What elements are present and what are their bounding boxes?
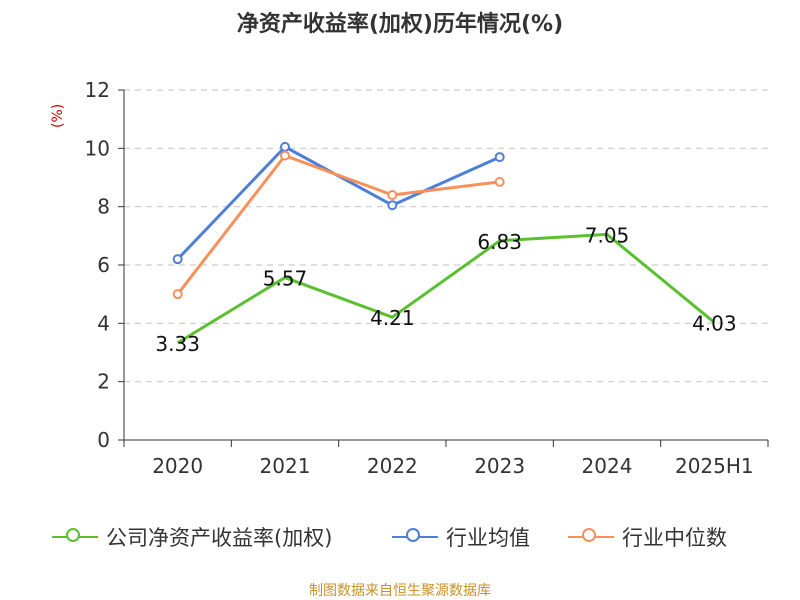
x-tick-label: 2022	[367, 454, 418, 478]
x-tick-label: 2021	[260, 454, 311, 478]
x-tick-label: 2025H1	[675, 454, 754, 478]
legend-item-industry-mean[interactable]: 行业均值	[392, 520, 530, 554]
y-tick-label: 8	[97, 195, 110, 219]
series-point-1	[280, 141, 290, 152]
series-point-2	[280, 150, 290, 161]
series-point-1	[387, 200, 398, 211]
legend-marker-company	[52, 528, 98, 542]
series-point-2	[387, 190, 398, 200]
y-tick-label: 2	[97, 370, 110, 394]
legend-item-industry-median[interactable]: 行业中位数	[568, 520, 727, 554]
legend-label-industry-mean: 行业均值	[446, 526, 530, 550]
x-tick-label: 2024	[582, 454, 633, 478]
y-tick-label: 10	[85, 136, 110, 160]
y-tick-label: 12	[85, 78, 110, 102]
data-label: 5.57	[263, 267, 308, 291]
data-label: 4.03	[692, 311, 737, 335]
series-line-2	[176, 154, 500, 296]
series-line-0	[176, 232, 716, 345]
y-tick-label: 0	[97, 428, 110, 452]
source-footer: 制图数据来自恒生聚源数据库	[309, 583, 491, 599]
series-point-1	[494, 152, 505, 163]
data-label: 4.21	[370, 306, 415, 330]
y-axis-unit-label: (%)	[50, 103, 66, 128]
legend: 公司净资产收益率(加权) 行业均值 行业中位数	[0, 520, 800, 554]
data-label: 7.05	[585, 223, 630, 247]
data-label: 3.33	[155, 332, 200, 356]
x-tick-label: 2023	[474, 454, 525, 478]
chart-title: 净资产收益率(加权)历年情况(%)	[236, 12, 564, 37]
y-tick-label: 6	[97, 253, 110, 277]
legend-label-company: 公司净资产收益率(加权)	[106, 526, 333, 550]
x-tick-label: 2020	[152, 454, 203, 478]
series-line-1	[176, 145, 501, 261]
legend-item-company[interactable]: 公司净资产收益率(加权)	[52, 520, 332, 554]
series-point-1	[172, 254, 183, 265]
series-point-2	[172, 289, 183, 300]
legend-marker-industry-median	[568, 528, 614, 542]
series-point-2	[494, 176, 505, 187]
legend-marker-industry-mean	[392, 528, 438, 542]
data-label: 6.83	[477, 230, 522, 254]
y-tick-label: 4	[97, 311, 110, 335]
legend-label-industry-median: 行业中位数	[622, 526, 727, 550]
line-chart: 0 2 4 6 8 10 12 2020 2021 2022 2023 2024 2025H1 3.33 5…	[85, 78, 769, 478]
